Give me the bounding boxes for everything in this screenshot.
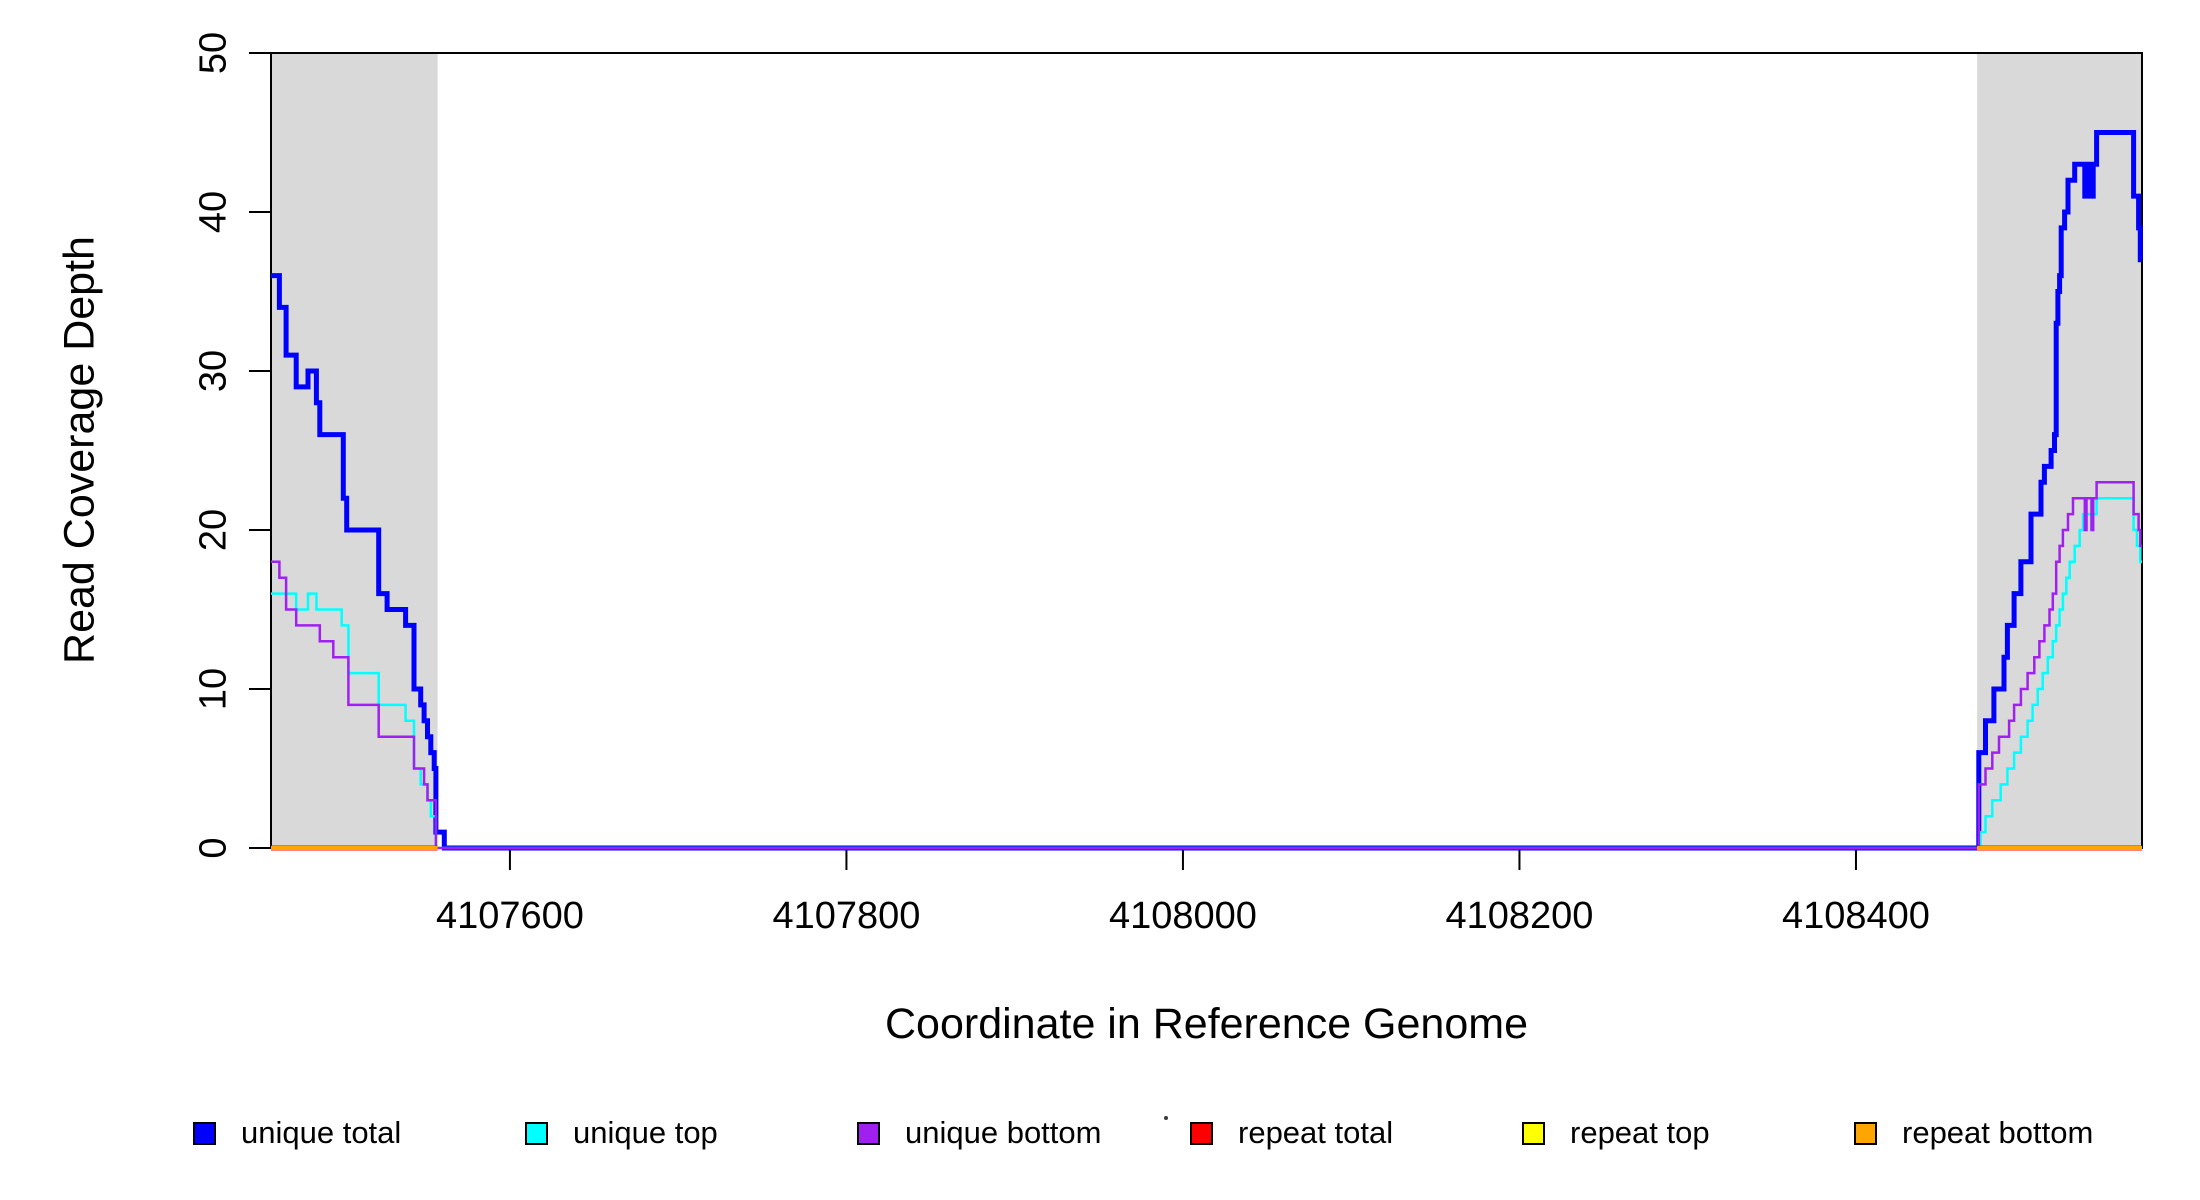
series-unique-top [271, 496, 2142, 850]
repeat-region-right [1977, 53, 2142, 848]
series-unique-total [271, 130, 2143, 851]
legend-item-repeat-top: repeat top [1522, 1110, 1710, 1156]
repeat-total-swatch-icon [1190, 1121, 1213, 1145]
x-tick-label: 4107600 [436, 895, 584, 937]
y-tick-label: 40 [192, 191, 234, 233]
unique-top-swatch-icon [525, 1121, 548, 1145]
legend-label: unique total [241, 1115, 402, 1150]
unique-total-swatch-icon [193, 1121, 216, 1145]
repeat-bottom-swatch-icon [1854, 1121, 1877, 1145]
y-tick-label: 0 [192, 837, 234, 858]
y-axis-title: Read Coverage Depth [55, 236, 104, 664]
x-tick-label: 4108400 [1782, 895, 1930, 937]
x-tick-label: 4107800 [772, 895, 920, 937]
stray-dot-artifact [1164, 1116, 1168, 1120]
plot-box [270, 52, 2143, 849]
repeat-top-swatch-icon [1522, 1121, 1545, 1145]
y-tick-label: 50 [192, 32, 234, 74]
legend-label: repeat bottom [1902, 1115, 2094, 1150]
legend-item-unique-total: unique total [193, 1110, 401, 1156]
legend-item-repeat-bottom: repeat bottom [1854, 1110, 2093, 1156]
x-tick-label: 4108000 [1109, 895, 1257, 937]
y-tick-label: 30 [192, 350, 234, 392]
unique-bottom-swatch-icon [857, 1121, 880, 1145]
x-axis-title: Coordinate in Reference Genome [885, 1000, 1528, 1048]
repeat-region-left [271, 53, 438, 848]
legend-label: repeat top [1570, 1115, 1710, 1150]
legend-label: unique top [573, 1115, 718, 1150]
series-unique-bottom [271, 481, 2142, 850]
legend-item-unique-top: unique top [525, 1110, 718, 1156]
y-tick-label: 20 [192, 509, 234, 551]
legend-label: repeat total [1238, 1115, 1394, 1150]
legend-item-repeat-total: repeat total [1190, 1110, 1393, 1156]
y-tick-label: 10 [192, 668, 234, 710]
x-tick-label: 4108200 [1445, 895, 1593, 937]
legend-item-unique-bottom: unique bottom [857, 1110, 1101, 1156]
legend-label: unique bottom [905, 1115, 1102, 1150]
